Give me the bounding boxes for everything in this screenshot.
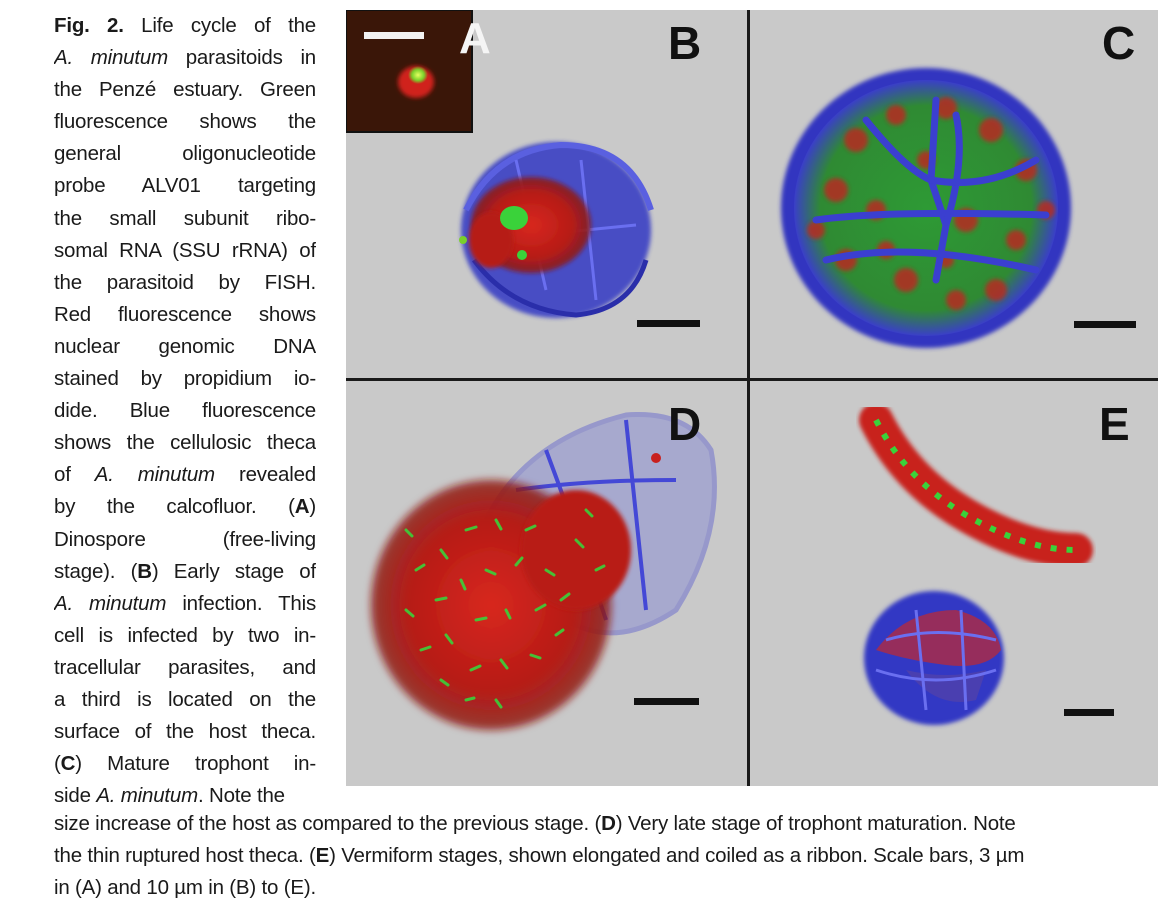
side_lines-line: Red fluorescence shows bbox=[54, 299, 316, 331]
caption-text: ( bbox=[54, 752, 61, 776]
side_lines-line: shows the cellulosic theca bbox=[54, 427, 316, 459]
caption-text: shows the cellulosic theca bbox=[54, 431, 316, 455]
side_lines-line: stage). (B) Early stage of bbox=[54, 556, 316, 588]
caption-text: Dinospore (free-living bbox=[54, 527, 316, 551]
caption-text: ) Early stage of bbox=[151, 559, 316, 583]
scale-bar-a bbox=[364, 32, 424, 39]
figure-caption-bottom: size increase of the host as compared to… bbox=[54, 808, 1158, 904]
caption-text: A. minutum bbox=[96, 784, 198, 808]
side_lines-line: of A. minutum revealed bbox=[54, 459, 316, 491]
caption-text: size increase of the host as compared to… bbox=[54, 812, 602, 835]
caption-text: a third is located on the bbox=[54, 687, 316, 711]
horizontal-divider bbox=[346, 378, 1158, 381]
caption-text: surface of the host theca. bbox=[54, 720, 316, 744]
caption-text: ) Vermiform stages, shown elongated and … bbox=[329, 844, 1025, 868]
micrograph-figure: A B C D E bbox=[346, 10, 1158, 786]
caption-text: B bbox=[137, 559, 152, 583]
caption-text: the parasitoid by FISH. bbox=[54, 270, 316, 294]
caption-text: stage). ( bbox=[54, 559, 138, 583]
scale-bar-c bbox=[1074, 321, 1136, 328]
side_lines-line: probe ALV01 targeting bbox=[54, 170, 316, 202]
caption-text: by the calcofluor. ( bbox=[54, 495, 295, 519]
side_lines-line: (C) Mature trophont in- bbox=[54, 748, 316, 780]
caption-text: somal RNA (SSU rRNA) of bbox=[54, 238, 316, 262]
caption-text: general oligonucleotide bbox=[54, 142, 316, 166]
side_lines-line: a third is located on the bbox=[54, 684, 316, 716]
side_lines-line: nuclear genomic DNA bbox=[54, 331, 316, 363]
side_lines-line: by the calcofluor. (A) bbox=[54, 491, 316, 523]
caption-text: the Penzé estuary. Green bbox=[54, 78, 316, 102]
side_lines-line: side A. minutum. Note the bbox=[54, 780, 316, 812]
side_lines-line: tracellular parasites, and bbox=[54, 652, 316, 684]
caption-text: . Note the bbox=[197, 784, 285, 808]
side_lines-line: the Penzé estuary. Green bbox=[54, 74, 316, 106]
caption-text: the small subunit ribo- bbox=[54, 206, 316, 230]
side_lines-line: Dinospore (free-living bbox=[54, 524, 316, 556]
caption-text: Life cycle of the bbox=[123, 14, 316, 37]
caption-text: E bbox=[315, 844, 330, 868]
panel-e bbox=[859, 403, 1114, 725]
caption-text: dide. Blue fluorescence bbox=[54, 399, 316, 423]
scale-bar-b bbox=[637, 320, 700, 327]
side_lines-line: the parasitoid by FISH. bbox=[54, 267, 316, 299]
caption-text: probe ALV01 targeting bbox=[54, 174, 316, 198]
side_lines-line: surface of the host theca. bbox=[54, 716, 316, 748]
panel-label-a: A bbox=[459, 14, 491, 63]
panel-d bbox=[371, 411, 717, 730]
caption-text: tracellular parasites, and bbox=[54, 655, 316, 679]
panel-b bbox=[459, 141, 700, 327]
caption-text: A bbox=[294, 495, 310, 519]
caption-text: revealed bbox=[214, 463, 316, 487]
side_lines-line: cell is infected by two in- bbox=[54, 620, 316, 652]
bottom_lines-line: the thin ruptured host theca. (E) Vermif… bbox=[54, 840, 1158, 872]
caption-text: A. minutum bbox=[94, 463, 215, 487]
caption-text: in (A) and 10 µm in (B) to (E). bbox=[54, 876, 316, 900]
panel-label-d: D bbox=[668, 398, 701, 450]
side_lines-line: dide. Blue fluorescence bbox=[54, 395, 316, 427]
caption-text: side bbox=[54, 784, 97, 808]
scale-bar-e bbox=[1064, 709, 1114, 716]
panel-c bbox=[781, 68, 1136, 348]
caption-text: of bbox=[54, 463, 95, 487]
side_lines-line: fluorescence shows the bbox=[54, 106, 316, 138]
side_lines-line: A. minutum infection. This bbox=[54, 588, 316, 620]
bottom_lines-line: in (A) and 10 µm in (B) to (E). bbox=[54, 872, 1158, 904]
caption-text: Fig. 2. bbox=[54, 14, 124, 37]
caption-text: A. minutum bbox=[54, 591, 167, 615]
caption-text: fluorescence shows the bbox=[54, 110, 316, 134]
panel-label-b: B bbox=[668, 17, 701, 69]
side_lines-line: general oligonucleotide bbox=[54, 138, 316, 170]
caption-text: cell is infected by two in- bbox=[54, 623, 316, 647]
caption-text: ) Mature trophont in- bbox=[75, 752, 316, 776]
caption-text: stained by propidium io- bbox=[54, 367, 316, 391]
bottom_lines-line: size increase of the host as compared to… bbox=[54, 808, 1158, 840]
side_lines-line: stained by propidium io- bbox=[54, 363, 316, 395]
side_lines-line: Fig. 2. Life cycle of the bbox=[54, 10, 316, 42]
caption-text: the thin ruptured host theca. ( bbox=[54, 844, 316, 868]
panel-a-inset bbox=[346, 10, 473, 133]
side_lines-line: somal RNA (SSU rRNA) of bbox=[54, 235, 316, 267]
figure-caption-side: Fig. 2. Life cycle of the A. minutum para… bbox=[54, 10, 316, 812]
scale-bar-d bbox=[634, 698, 699, 705]
panel-label-e: E bbox=[1099, 398, 1130, 450]
caption-text: parasitoids in bbox=[167, 46, 316, 70]
caption-text: Red fluorescence shows bbox=[54, 302, 316, 326]
panel-label-c: C bbox=[1102, 17, 1135, 69]
caption-text: C bbox=[60, 752, 76, 776]
caption-text: nuclear genomic DNA bbox=[54, 334, 316, 358]
side_lines-line: the small subunit ribo- bbox=[54, 203, 316, 235]
vertical-divider bbox=[747, 10, 750, 786]
caption-text: D bbox=[601, 812, 616, 835]
micrograph-panels: A B C D E bbox=[346, 10, 1158, 786]
caption-text: ) bbox=[309, 495, 316, 519]
side_lines-line: A. minutum parasitoids in bbox=[54, 42, 316, 74]
caption-text: infection. This bbox=[166, 591, 316, 615]
caption-text: ) Very late stage of trophont maturation… bbox=[615, 812, 1016, 835]
caption-text: A. minutum bbox=[54, 46, 168, 70]
